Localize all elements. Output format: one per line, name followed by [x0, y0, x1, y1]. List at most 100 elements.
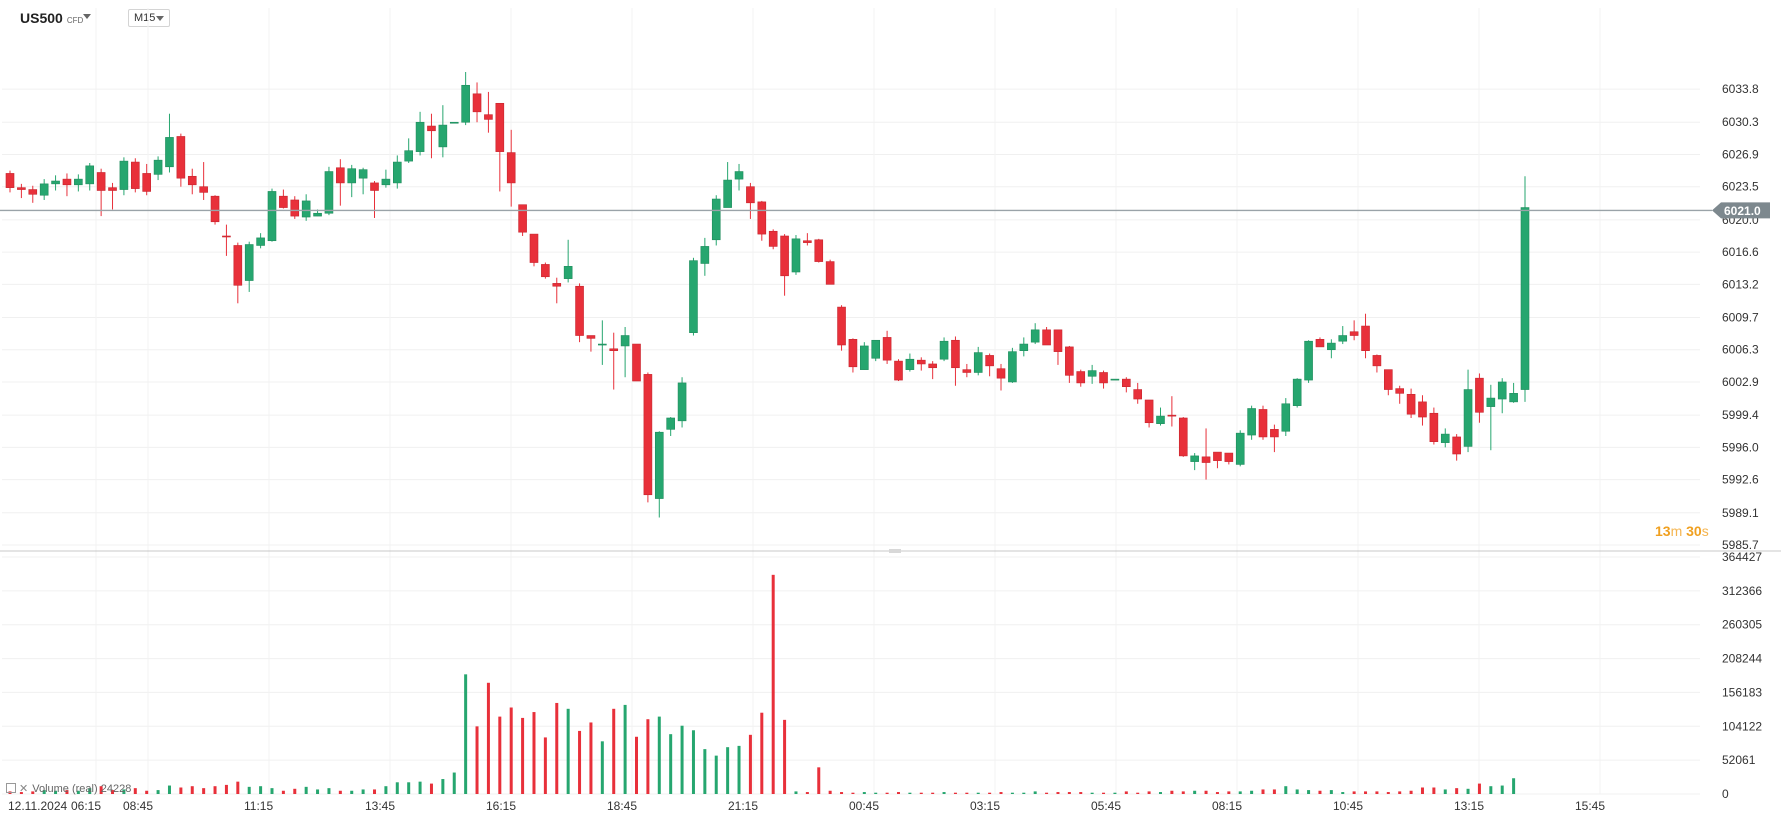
time-tick-label: 18:45: [607, 799, 637, 813]
candle-body: [791, 238, 801, 273]
price-tick-label: 5989.1: [1722, 506, 1759, 520]
volume-bar: [407, 782, 411, 794]
volume-bar: [19, 792, 23, 794]
candle-body: [495, 102, 505, 152]
chevron-down-icon: [156, 16, 164, 21]
volume-bar: [111, 790, 115, 794]
time-tick-label: 13:45: [365, 799, 395, 813]
candle-body: [244, 244, 254, 281]
volume-legend: ✕ Volume (real) 24228: [6, 782, 131, 795]
volume-bar: [42, 790, 46, 794]
volume-tick-label: 104122: [1722, 719, 1762, 733]
candle-body: [85, 165, 95, 185]
candle-body: [598, 343, 607, 346]
candle-body: [427, 125, 436, 132]
volume-bar: [612, 708, 616, 794]
time-tick-label: 08:15: [1212, 799, 1242, 813]
volume-bar: [578, 730, 582, 794]
timeframe-select[interactable]: M15: [128, 9, 170, 27]
candle-body: [1452, 436, 1461, 455]
price-tick-label: 6030.3: [1722, 115, 1759, 129]
candle-body: [814, 239, 824, 262]
volume-tick-label: 364427: [1722, 550, 1762, 564]
volume-bar: [1307, 790, 1311, 794]
time-tick-label: 10:45: [1333, 799, 1363, 813]
indicator-settings-icon[interactable]: [6, 783, 16, 793]
volume-bar: [395, 782, 399, 794]
candle-body: [392, 161, 402, 184]
candle-body: [586, 335, 596, 339]
candle-body: [529, 233, 539, 263]
volume-bar: [1420, 787, 1424, 794]
candle-body: [1281, 403, 1291, 432]
candle-body: [1087, 370, 1097, 377]
volume-bar: [896, 792, 900, 794]
volume-bar: [418, 781, 422, 794]
volume-bar: [452, 772, 456, 794]
symbol-dropdown-icon[interactable]: [83, 14, 91, 19]
volume-bar: [919, 792, 923, 794]
volume-bar: [1352, 791, 1356, 794]
volume-bar: [805, 792, 809, 794]
volume-bar: [862, 792, 866, 794]
candle-body: [1213, 451, 1222, 461]
volume-bar: [1284, 786, 1288, 794]
volume-bar: [783, 719, 787, 794]
candle-body: [1349, 331, 1359, 336]
candle-body: [301, 200, 311, 218]
candle-body: [28, 189, 38, 195]
candle-body: [928, 363, 937, 369]
volume-bar: [737, 745, 741, 794]
volume-bar: [1375, 791, 1379, 794]
candle-body: [905, 358, 915, 370]
candle-body: [1418, 401, 1427, 418]
volume-bar: [635, 736, 639, 794]
volume-bar: [293, 788, 297, 794]
candle-body: [5, 173, 15, 188]
candle-body: [1190, 455, 1199, 462]
candle-body: [1224, 452, 1234, 462]
candle-body: [1440, 433, 1450, 443]
volume-axis: 364427 312366 260305 208244 156183 104122 5206…: [1722, 550, 1762, 801]
price-tick-label: 5999.4: [1722, 408, 1759, 422]
volume-bar: [1090, 792, 1094, 794]
volume-bar: [1386, 792, 1390, 794]
candle-body: [1247, 408, 1256, 436]
price-tick-label: 6009.7: [1722, 311, 1759, 325]
candle-body: [1008, 351, 1017, 383]
candle-body: [916, 359, 926, 365]
volume-bar: [304, 786, 308, 794]
candle-body: [871, 339, 881, 359]
candle-body: [518, 204, 527, 233]
volume-bar: [54, 790, 58, 794]
volume-bar: [669, 734, 673, 794]
candle-body: [1178, 417, 1188, 457]
volume-bar: [760, 712, 764, 794]
time-tick-label: 00:45: [849, 799, 879, 813]
close-icon[interactable]: ✕: [19, 783, 29, 795]
countdown-minutes-unit: m: [1670, 523, 1683, 539]
candle-body: [1395, 388, 1404, 394]
volume-bar: [1102, 792, 1106, 794]
volume-bar: [350, 790, 354, 794]
volume-bar: [327, 788, 331, 794]
price-axis: 6033.86030.36026.96023.56020.06016.66013…: [1722, 82, 1759, 552]
symbol-selector[interactable]: US500 CFD: [20, 10, 83, 26]
candle-body: [973, 352, 983, 373]
candle-body: [1201, 456, 1211, 463]
candle-body: [415, 121, 425, 152]
volume-bar: [589, 722, 593, 794]
candle-body: [609, 348, 619, 351]
volume-bar: [1432, 787, 1436, 794]
candle-body: [187, 175, 197, 186]
candle-body: [746, 186, 755, 204]
volume-bar: [623, 704, 627, 794]
candle-body: [324, 171, 334, 214]
candle-body: [449, 121, 459, 124]
volume-bar: [281, 790, 285, 794]
candle-body: [347, 168, 357, 184]
volume-bar: [1318, 790, 1322, 794]
candle-body: [1384, 369, 1393, 390]
volume-bar: [976, 792, 980, 794]
